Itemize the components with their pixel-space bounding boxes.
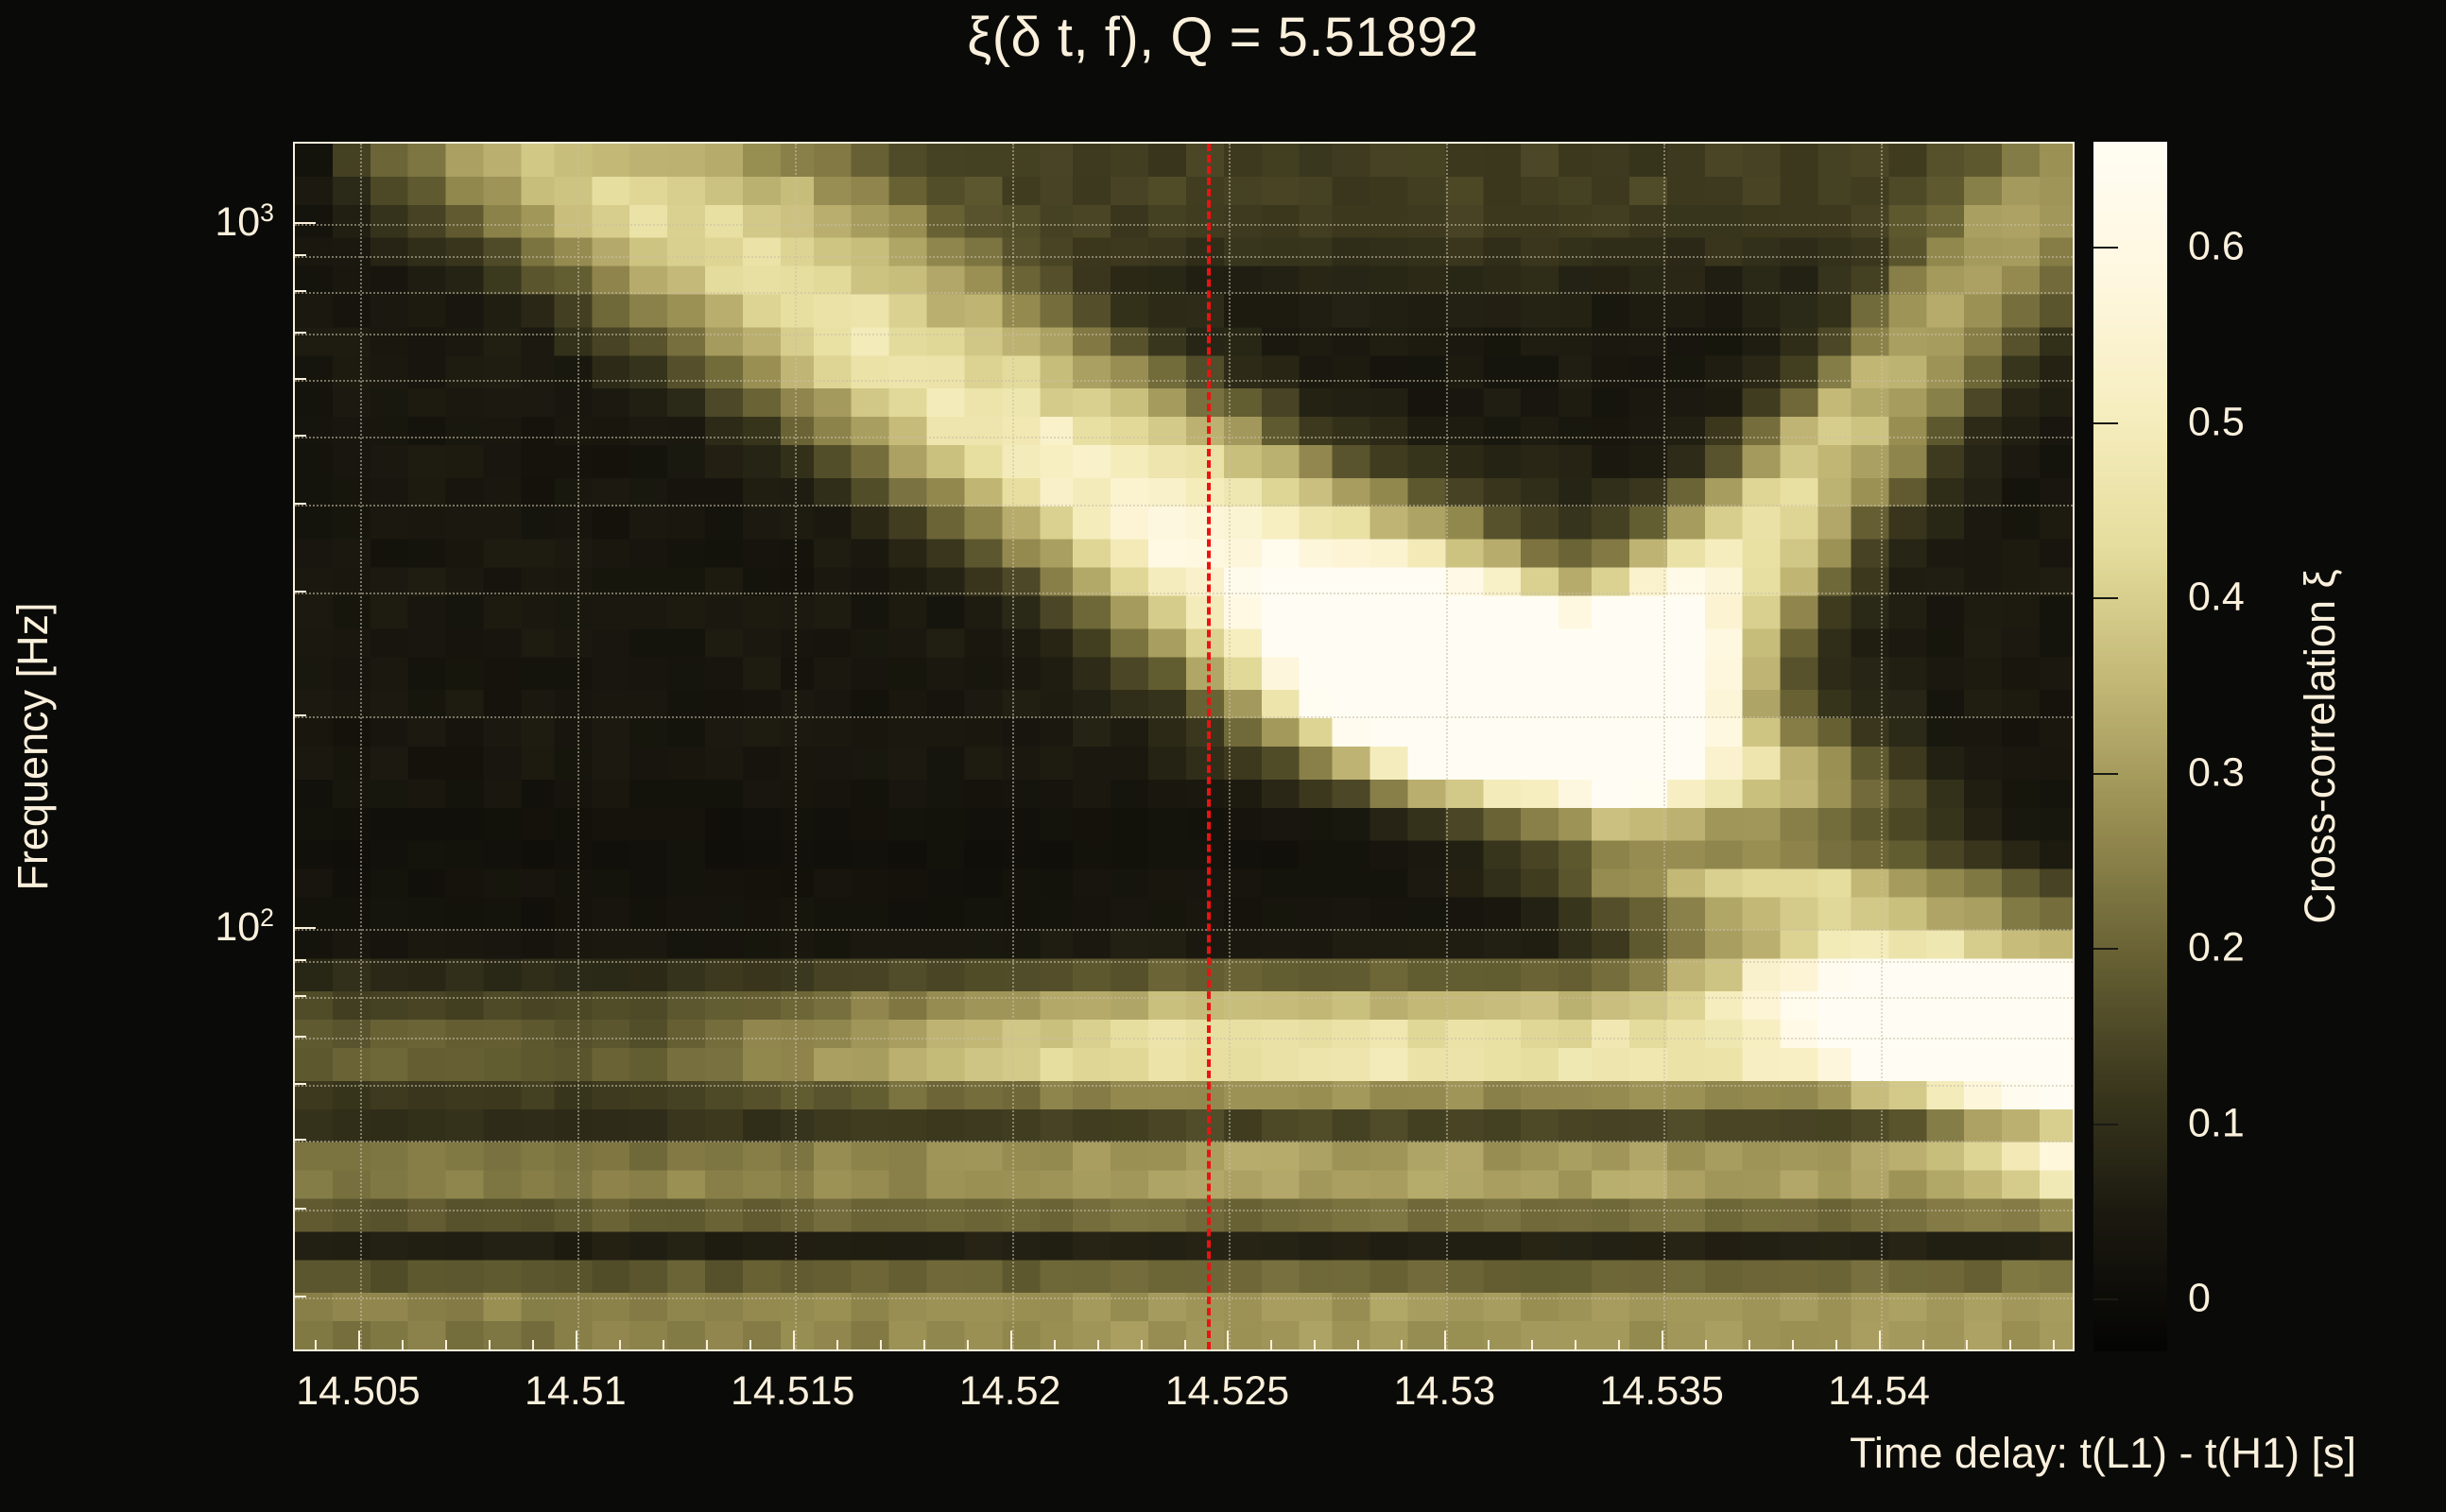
- y-tick-label: 102: [215, 902, 274, 951]
- x-tick-major: [357, 1331, 360, 1351]
- y-tick-minor: [295, 502, 306, 505]
- colorbar-tick-label: 0.6: [2188, 223, 2245, 269]
- x-tick-minor: [2053, 1340, 2055, 1351]
- x-tick-major: [575, 1331, 577, 1351]
- colorbar-tick-label: 0.5: [2188, 399, 2245, 445]
- colorbar-tick: [2093, 1298, 2118, 1301]
- colorbar-tick: [2093, 247, 2118, 249]
- x-tick-minor: [1792, 1340, 1795, 1351]
- colorbar-tick-label: 0.3: [2188, 749, 2245, 796]
- y-tick-minor: [295, 959, 306, 962]
- y-tick-label: 103: [215, 198, 274, 246]
- colorbar-title: Cross-correlation ξ: [2296, 569, 2344, 924]
- y-tick-minor: [295, 1139, 306, 1142]
- x-tick-label: 14.53: [1393, 1368, 1496, 1414]
- x-tick-minor: [444, 1340, 447, 1351]
- heatmap-plot-area[interactable]: [293, 142, 2075, 1351]
- colorbar-tick-label: 0.2: [2188, 924, 2245, 971]
- y-tick-minor: [295, 1036, 306, 1039]
- x-axis-title: Time delay: t(L1) - t(H1) [s]: [1850, 1429, 2356, 1477]
- x-tick-minor: [401, 1340, 404, 1351]
- x-tick-label: 14.54: [1828, 1368, 1930, 1414]
- colorbar-tick-label: 0.4: [2188, 574, 2245, 620]
- x-tick-minor: [879, 1340, 882, 1351]
- colorbar-tick: [2093, 421, 2118, 424]
- x-tick-minor: [662, 1340, 664, 1351]
- y-tick-minor: [295, 1207, 306, 1210]
- x-tick-minor: [1488, 1340, 1490, 1351]
- x-tick-minor: [1705, 1340, 1708, 1351]
- y-tick-minor: [295, 378, 306, 381]
- x-tick-minor: [1966, 1340, 1969, 1351]
- x-tick-minor: [705, 1340, 708, 1351]
- x-tick-major: [792, 1331, 795, 1351]
- heatmap-image: [295, 144, 2073, 1349]
- x-tick-minor: [749, 1340, 751, 1351]
- x-tick-minor: [1140, 1340, 1143, 1351]
- colorbar-tick: [2093, 948, 2118, 951]
- x-tick-major: [1009, 1331, 1012, 1351]
- x-tick-minor: [314, 1340, 317, 1351]
- x-tick-minor: [1531, 1340, 1534, 1351]
- x-tick-minor: [488, 1340, 491, 1351]
- x-tick-minor: [618, 1340, 621, 1351]
- x-tick-minor: [1618, 1340, 1621, 1351]
- x-tick-minor: [2009, 1340, 2012, 1351]
- x-tick-minor: [1401, 1340, 1404, 1351]
- x-tick-minor: [1835, 1340, 1838, 1351]
- colorbar[interactable]: [2093, 142, 2167, 1351]
- y-tick-major: [295, 926, 316, 929]
- y-tick-minor: [295, 331, 306, 334]
- x-tick-minor: [1183, 1340, 1186, 1351]
- x-tick-minor: [922, 1340, 925, 1351]
- x-tick-minor: [1053, 1340, 1056, 1351]
- y-tick-minor: [295, 434, 306, 437]
- colorbar-tick-label: 0: [2188, 1275, 2211, 1321]
- best-fit-marker-line: [1207, 144, 1212, 1349]
- y-tick-minor: [295, 1083, 306, 1086]
- y-tick-minor: [295, 714, 306, 717]
- x-tick-label: 14.535: [1599, 1368, 1724, 1414]
- x-tick-minor: [966, 1340, 969, 1351]
- y-tick-major: [295, 221, 316, 224]
- y-tick-minor: [295, 1295, 306, 1297]
- x-tick-minor: [1270, 1340, 1273, 1351]
- y-axis-title: Frequency [Hz]: [9, 602, 57, 891]
- x-tick-major: [1662, 1331, 1664, 1351]
- colorbar-tick: [2093, 1123, 2118, 1125]
- x-tick-minor: [1748, 1340, 1751, 1351]
- y-tick-minor: [295, 591, 306, 593]
- colorbar-gradient: [2093, 142, 2167, 1351]
- y-tick-minor: [295, 995, 306, 998]
- colorbar-tick-label: 0.1: [2188, 1100, 2245, 1146]
- x-tick-minor: [1096, 1340, 1099, 1351]
- colorbar-tick: [2093, 772, 2118, 775]
- x-tick-minor: [835, 1340, 838, 1351]
- x-tick-minor: [1357, 1340, 1360, 1351]
- x-tick-label: 14.52: [958, 1368, 1061, 1414]
- y-tick-minor: [295, 290, 306, 293]
- x-tick-minor: [1314, 1340, 1317, 1351]
- y-tick-minor: [295, 254, 306, 257]
- x-tick-label: 14.515: [730, 1368, 855, 1414]
- x-tick-label: 14.525: [1164, 1368, 1290, 1414]
- colorbar-tick: [2093, 597, 2118, 600]
- x-tick-minor: [1922, 1340, 1925, 1351]
- x-tick-major: [1879, 1331, 1882, 1351]
- x-tick-major: [1227, 1331, 1230, 1351]
- x-tick-minor: [1575, 1340, 1577, 1351]
- x-tick-minor: [531, 1340, 534, 1351]
- x-tick-major: [1444, 1331, 1447, 1351]
- x-tick-label: 14.51: [525, 1368, 627, 1414]
- x-tick-label: 14.505: [296, 1368, 421, 1414]
- page-title: ξ(δ t, f), Q = 5.51892: [967, 7, 1479, 68]
